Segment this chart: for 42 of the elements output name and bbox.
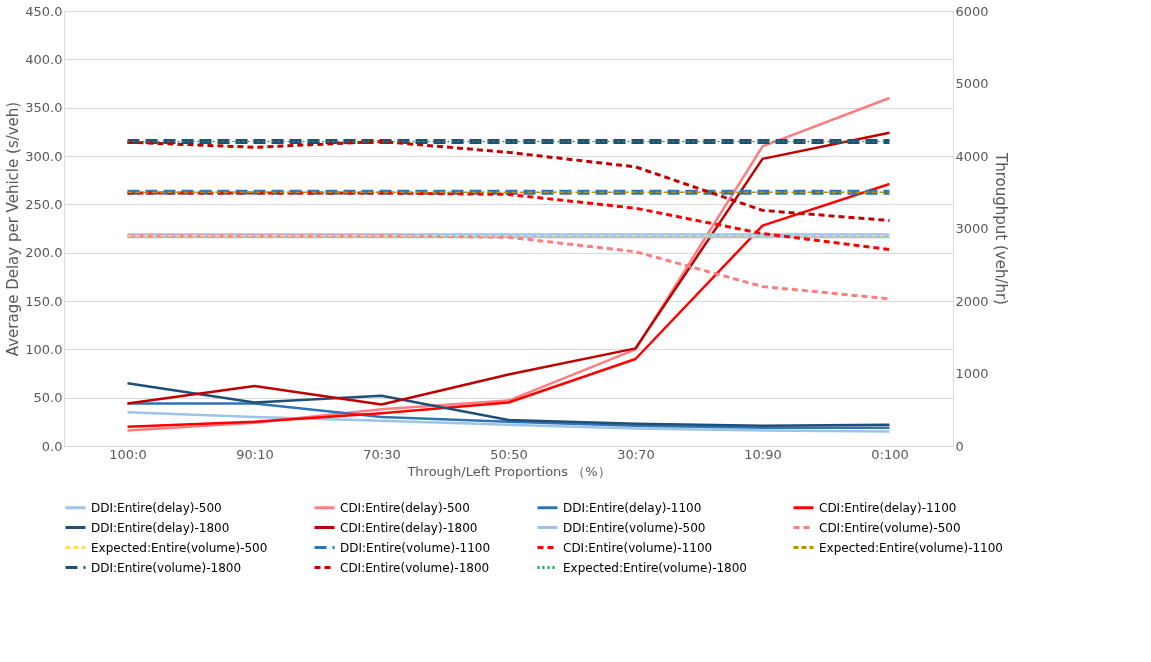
x-axis-title: Through/Left Proportions （%）: [406, 463, 611, 479]
y-tick-label: 350.0: [25, 100, 63, 116]
y-tick-label: 50.0: [33, 390, 63, 406]
y-tick-label: 300.0: [25, 148, 63, 164]
x-tick-label: 90:10: [236, 446, 274, 462]
y2-tick-label: 4000: [955, 148, 989, 164]
y-axis-title: Average Delay per Vehicle (s/veh): [4, 101, 23, 357]
y2-axis-title: Throughput (veh/hr): [991, 152, 1010, 305]
legend-label: DDI:Entire(volume)-1800: [91, 560, 242, 575]
legend-label: DDI:Entire(volume)-500: [563, 520, 706, 535]
x-tick-label: 100:0: [109, 446, 147, 462]
y-tick-label: 450.0: [25, 3, 63, 19]
legend-label: DDI:Entire(delay)-500: [91, 500, 222, 515]
y2-tick-label: 3000: [955, 221, 989, 236]
y2-tick-label: 2000: [955, 293, 989, 309]
legend-label: CDI:Entire(volume)-1100: [563, 540, 713, 555]
y-tick-label: 0.0: [41, 438, 63, 454]
legend-label: CDI:Entire(delay)-1800: [340, 520, 478, 535]
legend-label: Expected:Entire(volume)-500: [91, 540, 268, 555]
x-tick-label: 50:50: [490, 446, 528, 462]
y-tick-label: 200.0: [25, 245, 63, 261]
legend-label: Expected:Entire(volume)-1100: [819, 540, 1003, 555]
y2-tick-label: 0: [955, 438, 964, 454]
y2-tick-label: 5000: [955, 76, 989, 91]
y-tick-label: 400.0: [25, 51, 63, 67]
legend-label: CDI:Entire(delay)-500: [340, 500, 470, 515]
legend-label: DDI:Entire(delay)-1100: [563, 500, 702, 515]
x-tick-label: 30:70: [617, 446, 655, 462]
y-tick-label: 150.0: [25, 293, 63, 309]
y2-tick-label: 1000: [955, 366, 989, 381]
x-tick-label: 70:30: [363, 446, 401, 462]
y-tick-label: 100.0: [25, 341, 63, 357]
y-tick-label: 250.0: [25, 196, 63, 212]
y2-tick-label: 6000: [955, 3, 989, 19]
legend-label: DDI:Entire(delay)-1800: [91, 520, 230, 535]
legend-label: CDI:Entire(delay)-1100: [819, 500, 957, 515]
legend-label: CDI:Entire(volume)-500: [819, 520, 961, 535]
legend-label: Expected:Entire(volume)-1800: [563, 560, 747, 575]
x-tick-label: 10:90: [744, 446, 782, 462]
legend-label: CDI:Entire(volume)-1800: [340, 560, 490, 575]
legend-label: DDI:Entire(volume)-1100: [340, 540, 491, 555]
x-tick-label: 0:100: [871, 446, 909, 462]
